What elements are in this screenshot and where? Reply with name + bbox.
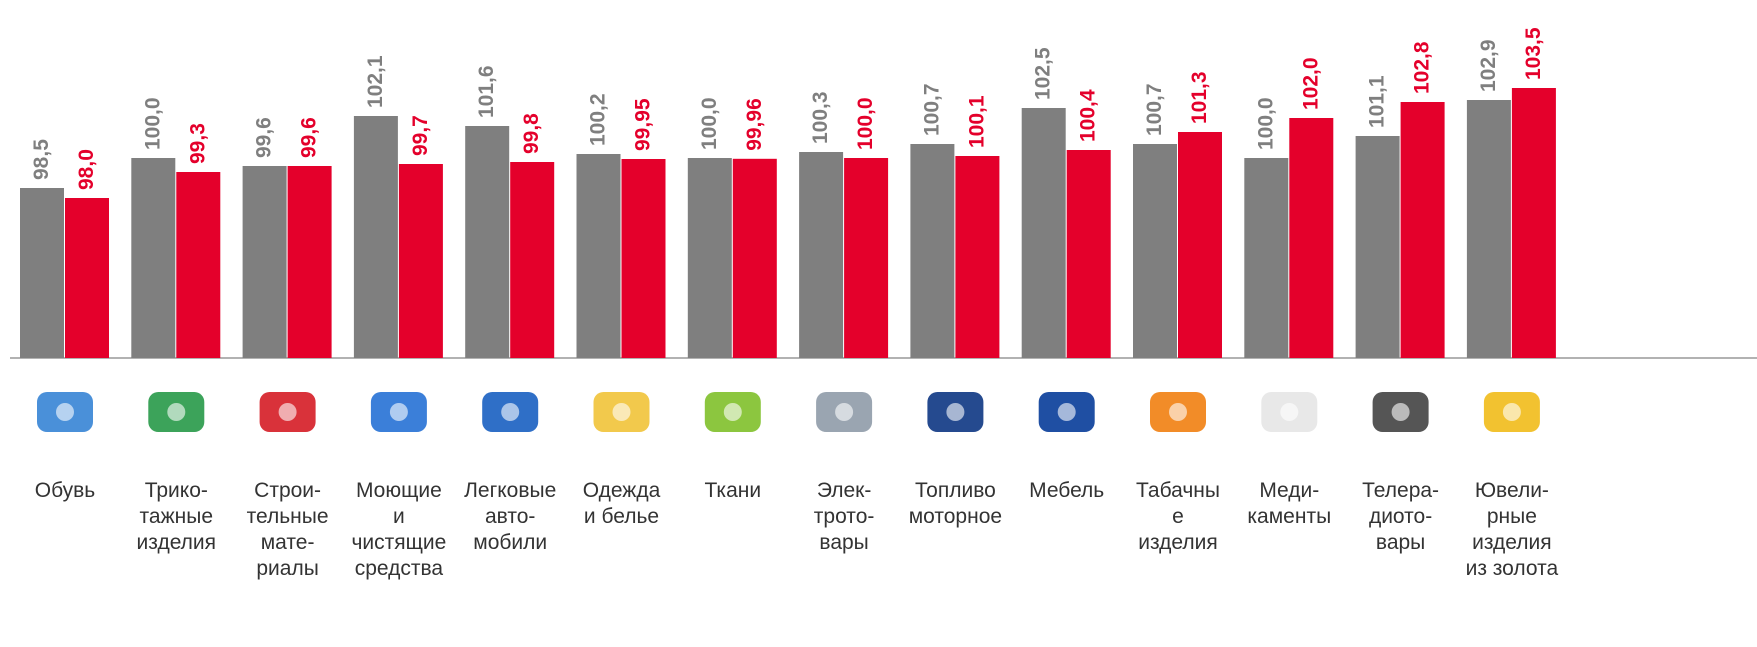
- bar: [733, 159, 777, 358]
- value-label: 99,8: [520, 113, 543, 154]
- category-icon: [148, 392, 204, 432]
- bar: [65, 198, 109, 358]
- bar: [1467, 100, 1511, 358]
- bar: [399, 164, 443, 358]
- value-label: 99,96: [743, 98, 766, 151]
- x-tick-label: Меди- каменты: [1233, 478, 1345, 530]
- bar: [1512, 88, 1556, 358]
- bar: [1178, 132, 1222, 358]
- value-label: 101,3: [1188, 71, 1211, 124]
- value-label: 102,9: [1477, 39, 1500, 92]
- value-label: 100,2: [587, 93, 610, 146]
- bar: [1067, 150, 1111, 358]
- x-tick-label: Легковые авто- мобили: [454, 478, 566, 556]
- category-icon: [1484, 392, 1540, 432]
- x-tick-label: Ювели- рные изделия из золота: [1456, 478, 1568, 582]
- icon-detail: [1058, 403, 1076, 421]
- x-tick-label: Трико- тажные изделия: [120, 478, 232, 556]
- bar: [1401, 102, 1445, 358]
- value-label: 103,5: [1522, 27, 1545, 80]
- icon-detail: [724, 403, 742, 421]
- bar: [510, 162, 554, 358]
- bar: [577, 154, 621, 358]
- bar: [799, 152, 843, 358]
- value-label: 100,4: [1077, 89, 1100, 142]
- category-icon: [1150, 392, 1206, 432]
- bar: [20, 188, 64, 358]
- bar: [1244, 158, 1288, 358]
- category-icon: [482, 392, 538, 432]
- x-tick-label: Одежда и белье: [566, 478, 678, 530]
- category-icon: [816, 392, 872, 432]
- bar: [955, 156, 999, 358]
- bar: [176, 172, 220, 358]
- category-icon: [1373, 392, 1429, 432]
- bar: [1289, 118, 1333, 358]
- icon-detail: [1503, 403, 1521, 421]
- value-label: 100,7: [1143, 83, 1166, 136]
- icon-detail: [946, 403, 964, 421]
- bar: [465, 126, 509, 358]
- value-label: 102,1: [364, 55, 387, 108]
- bar: [622, 159, 666, 358]
- x-tick-label: Строи- тельные мате- риалы: [232, 478, 344, 582]
- x-tick-label: Телера- диото- вары: [1345, 478, 1457, 556]
- bar: [354, 116, 398, 358]
- category-icon: [705, 392, 761, 432]
- category-icon: [260, 392, 316, 432]
- bar: [131, 158, 175, 358]
- value-label: 100,7: [920, 83, 943, 136]
- icon-detail: [56, 403, 74, 421]
- bar: [1022, 108, 1066, 358]
- category-icon: [594, 392, 650, 432]
- value-label: 98,5: [30, 139, 53, 180]
- category-icon: [1261, 392, 1317, 432]
- value-label: 100,0: [1254, 97, 1277, 150]
- x-tick-label: Ткани: [677, 478, 789, 504]
- bar: [1356, 136, 1400, 358]
- x-tick-label: Мебель: [1011, 478, 1123, 504]
- icon-detail: [390, 403, 408, 421]
- icon-detail: [613, 403, 631, 421]
- value-label: 99,7: [409, 115, 432, 156]
- value-label: 102,8: [1411, 41, 1434, 94]
- category-icon: [927, 392, 983, 432]
- value-label: 100,1: [965, 95, 988, 148]
- category-icon: [371, 392, 427, 432]
- value-label: 102,5: [1032, 47, 1055, 100]
- chart: 98,5 100,0 99,6 102,1 101,6 100,2 100,0 100,3 10…: [0, 0, 1757, 647]
- icon-detail: [1280, 403, 1298, 421]
- value-label: 100,0: [141, 97, 164, 150]
- bar: [688, 158, 732, 358]
- icon-detail: [835, 403, 853, 421]
- value-label: 102,0: [1299, 57, 1322, 110]
- x-tick-label: Табачны е изделия: [1122, 478, 1234, 556]
- value-label: 99,95: [632, 98, 655, 151]
- value-label: 101,6: [475, 65, 498, 118]
- icon-detail: [501, 403, 519, 421]
- icon-detail: [167, 403, 185, 421]
- x-tick-label: Элек- трото- вары: [788, 478, 900, 556]
- value-label: 101,1: [1366, 75, 1389, 128]
- bar: [288, 166, 332, 358]
- value-label: 99,3: [186, 123, 209, 164]
- value-label: 100,3: [809, 91, 832, 144]
- x-tick-label: Топливо моторное: [899, 478, 1011, 530]
- value-label: 99,6: [298, 117, 321, 158]
- x-tick-label: Моющие и чистящие средства: [343, 478, 455, 582]
- category-icon: [1039, 392, 1095, 432]
- icon-detail: [279, 403, 297, 421]
- value-label: 100,0: [854, 97, 877, 150]
- value-label: 98,0: [75, 149, 98, 190]
- category-icon: [37, 392, 93, 432]
- value-label: 100,0: [698, 97, 721, 150]
- bar: [1133, 144, 1177, 358]
- bar: [844, 158, 888, 358]
- icon-detail: [1392, 403, 1410, 421]
- icon-detail: [1169, 403, 1187, 421]
- bar: [243, 166, 287, 358]
- bar: [910, 144, 954, 358]
- x-tick-label: Обувь: [9, 478, 121, 504]
- value-label: 99,6: [253, 117, 276, 158]
